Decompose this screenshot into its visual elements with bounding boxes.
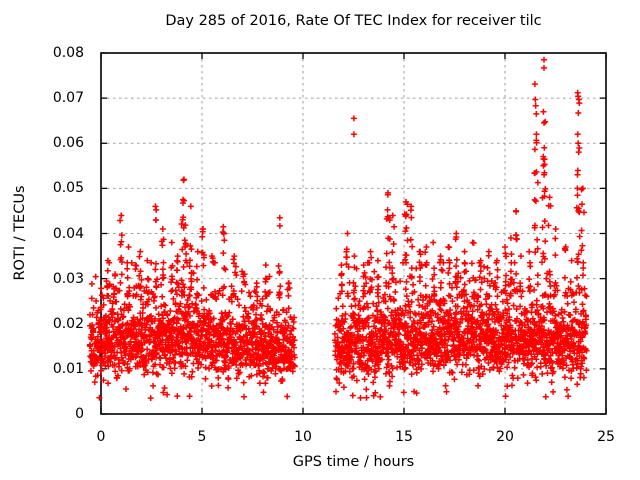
x-tick-label: 15 — [395, 429, 413, 445]
chart-title: Day 285 of 2016, Rate Of TEC Index for r… — [165, 13, 542, 29]
y-tick-label: 0.07 — [52, 90, 84, 107]
x-tick-label: 20 — [496, 429, 514, 445]
x-axis-label: GPS time / hours — [292, 454, 415, 470]
y-tick-label: 0.01 — [52, 360, 84, 377]
x-tick-label: 5 — [197, 429, 207, 445]
x-tick-label: 10 — [294, 429, 312, 445]
x-tick-label: 0 — [96, 429, 106, 445]
y-tick-label: 0.03 — [52, 270, 84, 287]
y-tick-label: 0.06 — [52, 135, 84, 152]
y-tick-label: 0.04 — [52, 225, 84, 242]
y-tick-label: 0 — [75, 406, 84, 422]
x-tick-label: 25 — [597, 429, 615, 445]
y-tick-label: 0.02 — [52, 315, 84, 332]
y-tick-label: 0.08 — [52, 45, 84, 61]
y-tick-label: 0.05 — [52, 180, 84, 197]
